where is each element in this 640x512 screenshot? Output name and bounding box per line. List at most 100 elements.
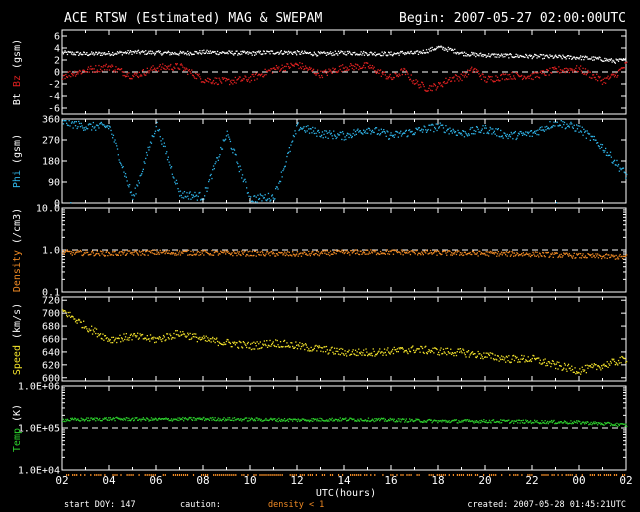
- data-point: [616, 159, 618, 162]
- data-point: [141, 333, 144, 336]
- data-point: [573, 420, 575, 423]
- data-point: [467, 69, 469, 71]
- data-point: [211, 82, 213, 85]
- data-point: [374, 128, 376, 130]
- data-point: [438, 46, 441, 48]
- data-point: [458, 132, 460, 134]
- data-point: [358, 352, 361, 354]
- data-point: [123, 333, 125, 335]
- data-point: [504, 357, 506, 359]
- data-point: [377, 69, 379, 71]
- data-point: [358, 420, 361, 422]
- data-point: [334, 68, 336, 70]
- data-point: [472, 421, 474, 423]
- data-point: [414, 420, 416, 422]
- data-point: [68, 315, 70, 317]
- data-point: [375, 71, 377, 74]
- data-point: [332, 420, 334, 422]
- data-point: [358, 348, 360, 350]
- data-point: [380, 351, 382, 353]
- caution-mark: [223, 474, 225, 476]
- data-point: [173, 177, 175, 179]
- data-point: [304, 68, 306, 70]
- caution-mark: [120, 474, 122, 476]
- data-point: [470, 420, 472, 422]
- data-point: [366, 253, 368, 255]
- data-point: [529, 360, 531, 362]
- data-point: [187, 195, 189, 197]
- data-point: [203, 254, 205, 256]
- data-point: [430, 349, 432, 352]
- data-point: [567, 125, 569, 127]
- data-point: [346, 355, 348, 357]
- data-point: [217, 417, 219, 419]
- data-point: [404, 52, 407, 54]
- data-point: [144, 419, 146, 421]
- data-point: [601, 256, 604, 258]
- data-point: [535, 72, 537, 74]
- data-point: [296, 419, 298, 421]
- data-point: [426, 130, 428, 132]
- data-point: [227, 53, 229, 55]
- data-point: [88, 123, 90, 125]
- data-point: [308, 68, 310, 70]
- data-point: [622, 67, 624, 69]
- data-point: [169, 252, 171, 255]
- data-point: [434, 85, 437, 87]
- data-point: [262, 254, 265, 256]
- data-point: [417, 418, 420, 421]
- data-point: [571, 365, 573, 367]
- data-point: [161, 418, 163, 420]
- data-point: [157, 51, 159, 53]
- data-point: [291, 255, 293, 257]
- data-point: [200, 339, 202, 341]
- data-point: [213, 251, 215, 254]
- data-point: [317, 69, 319, 71]
- data-point: [117, 254, 119, 256]
- data-point: [129, 419, 131, 421]
- data-point: [608, 78, 610, 80]
- data-point: [292, 140, 294, 142]
- data-point: [467, 420, 470, 422]
- data-point: [499, 80, 501, 82]
- data-point: [407, 73, 409, 75]
- data-point: [396, 53, 398, 55]
- data-point: [596, 368, 598, 371]
- data-point: [376, 70, 378, 73]
- data-point: [290, 62, 292, 65]
- data-point: [380, 417, 382, 419]
- data-point: [185, 418, 187, 420]
- data-point: [584, 423, 586, 425]
- data-point: [212, 79, 215, 82]
- data-point: [330, 419, 332, 421]
- data-point: [366, 351, 368, 353]
- data-point: [604, 422, 606, 424]
- data-point: [159, 136, 161, 138]
- data-point: [330, 53, 332, 55]
- data-point: [569, 123, 571, 125]
- data-point: [607, 366, 609, 368]
- data-point: [220, 343, 222, 345]
- data-point: [149, 52, 151, 55]
- data-point: [558, 255, 560, 257]
- data-point: [580, 131, 583, 133]
- data-point: [161, 340, 163, 343]
- data-point: [463, 419, 465, 422]
- data-point: [278, 251, 280, 253]
- data-point: [149, 419, 151, 421]
- data-point: [339, 251, 341, 253]
- data-point: [425, 129, 427, 131]
- data-point: [253, 254, 255, 257]
- data-point: [228, 136, 230, 138]
- data-point: [250, 196, 252, 198]
- data-point: [218, 77, 220, 79]
- data-point: [549, 362, 551, 364]
- data-point: [340, 131, 342, 134]
- data-point: [599, 254, 601, 257]
- data-point: [408, 129, 410, 132]
- data-point: [452, 419, 454, 421]
- data-point: [554, 423, 556, 425]
- data-point: [502, 252, 504, 254]
- data-point: [137, 75, 139, 78]
- data-point: [303, 126, 305, 128]
